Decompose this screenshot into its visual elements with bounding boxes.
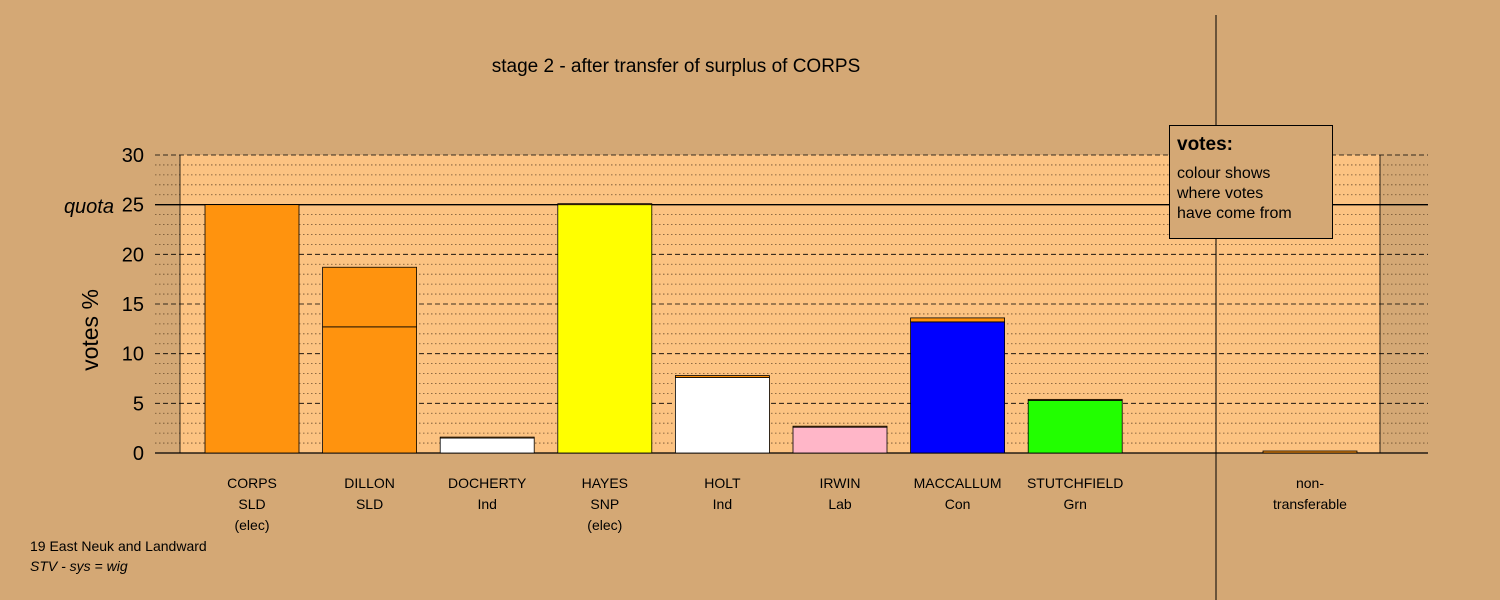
candidate-name-label: DILLON xyxy=(344,475,395,491)
bar-segment-stutchfield xyxy=(1027,398,1123,401)
y-tick-label: 0 xyxy=(133,443,144,465)
legend-title: votes: xyxy=(1177,134,1233,155)
party-label: Ind xyxy=(477,496,496,512)
legend: votes: colour shows where votes have com… xyxy=(1169,125,1333,239)
party-label: Ind xyxy=(713,496,732,512)
bar-segment-hayes xyxy=(557,204,653,454)
bar-segment-hayes xyxy=(557,203,653,206)
legend-line: colour shows xyxy=(1177,165,1271,182)
status-label: (elec) xyxy=(234,517,269,533)
party-label: SLD xyxy=(238,496,265,512)
bar-segment-holt xyxy=(675,377,770,454)
status-label: (elec) xyxy=(587,517,622,533)
bar-segment-dillon xyxy=(322,326,418,454)
y-tick-label: 30 xyxy=(122,145,144,167)
bar-segment-docherty xyxy=(439,437,535,454)
tick-labels: 0 5 10 15 20 25 30 CORPS SLD (elec) DILLON SLD DOCHE… xyxy=(122,145,1347,533)
y-axis-label: votes % xyxy=(77,289,103,371)
bar-segment-dillon xyxy=(322,266,418,328)
party-label: Lab xyxy=(828,496,852,512)
candidate-name-label: DOCHERTY xyxy=(448,475,527,491)
party-label: Con xyxy=(945,496,971,512)
chart-title: stage 2 - after transfer of surplus of C… xyxy=(492,56,861,77)
non-transferable-label: transferable xyxy=(1273,496,1347,512)
bar-segment-stutchfield xyxy=(1027,399,1123,454)
bar-segment-irwin xyxy=(792,425,888,428)
party-label: SLD xyxy=(356,496,383,512)
bar-segment-holt xyxy=(675,375,770,378)
system-note: STV - sys = wig xyxy=(30,558,128,574)
y-tick-label: 5 xyxy=(133,393,144,415)
legend-line: where votes xyxy=(1177,185,1264,202)
legend-line: have come from xyxy=(1177,205,1292,222)
candidate-name-label: CORPS xyxy=(227,475,277,491)
bar-segment-irwin xyxy=(792,426,888,454)
bar-segment-maccallum xyxy=(910,317,1005,323)
y-tick-label: 15 xyxy=(122,294,144,316)
bar-segment-corps xyxy=(204,204,300,454)
quota-label: quota xyxy=(64,196,114,218)
legend-text: colour shows where votes have come from xyxy=(1177,164,1325,224)
party-label: SNP xyxy=(590,496,619,512)
bar-segment-maccallum xyxy=(910,321,1005,454)
bar-segment-docherty xyxy=(439,436,535,439)
non-transferable-label: non- xyxy=(1296,475,1324,491)
bar-non-transferable xyxy=(1262,450,1358,454)
y-tick-label: 10 xyxy=(122,344,144,366)
party-label: Grn xyxy=(1064,496,1087,512)
y-tick-label: 20 xyxy=(122,244,144,266)
constituency-name: 19 East Neuk and Landward xyxy=(30,538,207,554)
candidate-name-label: IRWIN xyxy=(820,475,861,491)
candidate-name-label: STUTCHFIELD xyxy=(1027,475,1123,491)
candidate-name-label: MACCALLUM xyxy=(914,475,1002,491)
bars xyxy=(204,203,1358,454)
footer: 19 East Neuk and Landward STV - sys = wi… xyxy=(30,536,207,576)
y-tick-label: 25 xyxy=(122,195,144,217)
candidate-name-label: HAYES xyxy=(582,475,628,491)
candidate-name-label: HOLT xyxy=(704,475,741,491)
